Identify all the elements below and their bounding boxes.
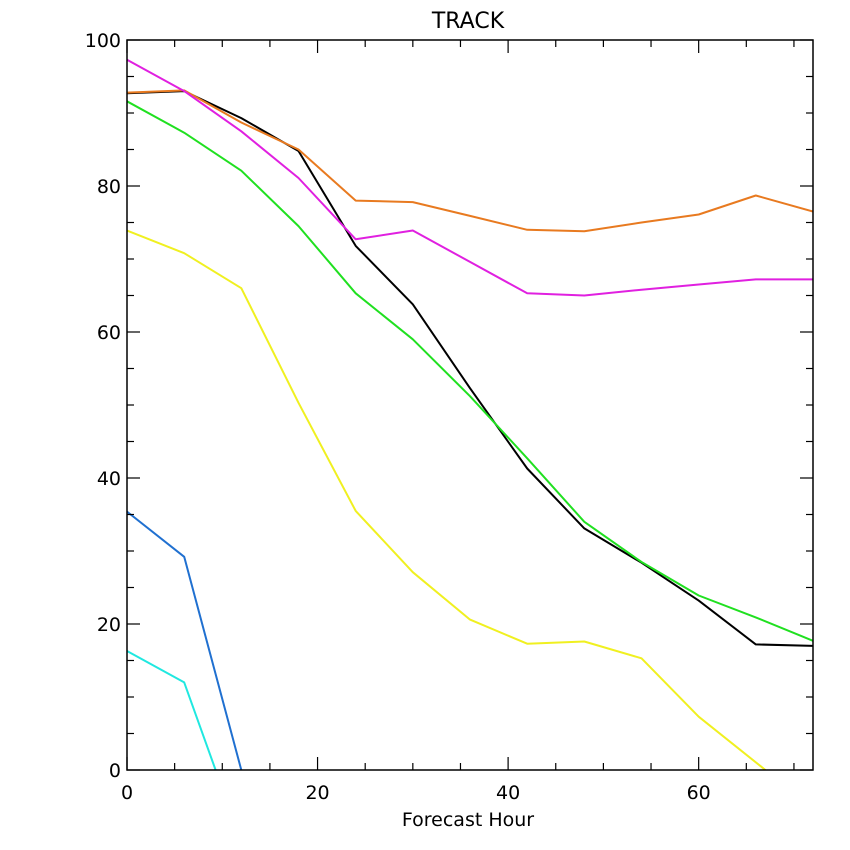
x-tick-label: 20 bbox=[305, 782, 329, 804]
y-tick-label: 100 bbox=[85, 30, 121, 52]
series-line-7 bbox=[127, 650, 217, 770]
series-line-6 bbox=[127, 510, 243, 770]
series-layer bbox=[127, 58, 813, 770]
y-tick-label: 20 bbox=[97, 614, 121, 636]
y-tick-label: 80 bbox=[97, 176, 121, 198]
x-tick-label: 40 bbox=[496, 782, 520, 804]
series-line-5 bbox=[127, 229, 767, 770]
x-tick-label: 60 bbox=[687, 782, 711, 804]
chart-title: TRACK bbox=[431, 9, 505, 34]
x-axis-label: Forecast Hour bbox=[402, 809, 534, 831]
series-line-4 bbox=[127, 100, 813, 642]
y-tick-label: 60 bbox=[97, 322, 121, 344]
x-tick-label: 0 bbox=[121, 782, 133, 804]
plot-frame bbox=[126, 39, 814, 771]
series-line-3 bbox=[127, 58, 813, 297]
y-tick-label: 0 bbox=[109, 760, 121, 782]
series-line-2 bbox=[127, 89, 813, 233]
axes-layer: 0 20 40 60 0 20 40 60 80 100 bbox=[85, 30, 814, 804]
y-tick-label: 40 bbox=[97, 468, 121, 490]
series-line-1 bbox=[127, 90, 813, 647]
